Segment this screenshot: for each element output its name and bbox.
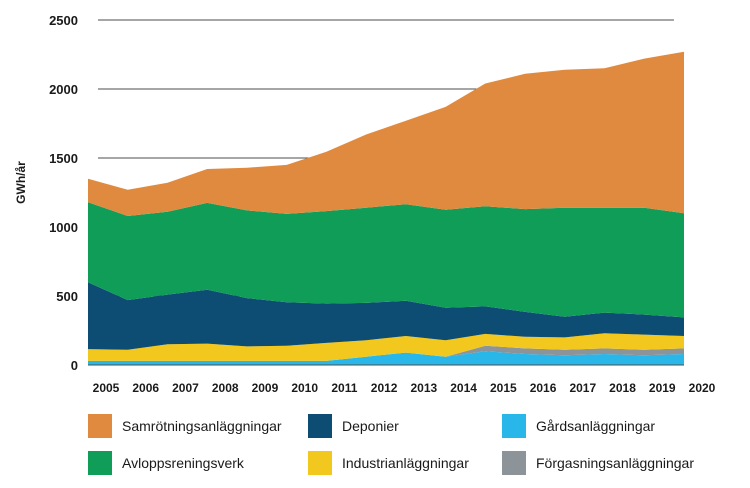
legend-item-deponier: Deponier — [308, 414, 399, 438]
legend-swatch — [502, 414, 526, 438]
legend-swatch — [308, 451, 332, 475]
x-tick-label: 2005 — [93, 381, 120, 395]
x-tick-label: 2013 — [411, 381, 438, 395]
x-tick-label: 2019 — [649, 381, 676, 395]
legend-swatch — [88, 451, 112, 475]
legend-swatch — [502, 451, 526, 475]
y-tick-label: 1000 — [49, 220, 78, 235]
x-tick-label: 2020 — [689, 381, 716, 395]
area-series-gardsanlaggningar — [88, 351, 684, 365]
area-series-samrotningsanlaggningar — [88, 51, 684, 217]
legend-label: Industrianläggningar — [342, 455, 469, 471]
legend-item-samrotning: Samrötningsanläggningar — [88, 414, 282, 438]
legend-swatch — [308, 414, 332, 438]
x-tick-label: 2016 — [530, 381, 557, 395]
y-tick-label: 2500 — [49, 13, 78, 28]
area-series-deponier — [88, 282, 684, 350]
x-tick-label: 2007 — [172, 381, 199, 395]
y-tick-label: 500 — [56, 289, 78, 304]
legend-item-industrianlaggningar: Industrianläggningar — [308, 451, 469, 475]
x-tick-label: 2008 — [212, 381, 239, 395]
x-tick-label: 2011 — [331, 381, 357, 395]
x-tick-label: 2017 — [569, 381, 596, 395]
area-series-forgasningsanlaggningar — [88, 345, 684, 361]
legend-item-gardsanlaggningar: Gårdsanläggningar — [502, 414, 655, 438]
area-series-avloppsreningsverk — [88, 202, 684, 318]
stacked-area-chart: 0 500 1000 1500 2000 2500 2005 2006 2007 2008 2009… — [14, 13, 716, 395]
y-tick-label: 0 — [71, 358, 78, 373]
legend-item-avloppsreningsverk: Avloppsreningsverk — [88, 451, 244, 475]
x-tick-label: 2014 — [450, 381, 477, 395]
y-tick-label: 1500 — [49, 151, 78, 166]
legend-label: Avloppsreningsverk — [122, 455, 244, 471]
legend-label: Förgasningsanläggningar — [536, 455, 694, 471]
x-tick-label: 2015 — [490, 381, 517, 395]
legend-label: Gårdsanläggningar — [536, 418, 656, 434]
y-axis-label: GWh/år — [14, 161, 28, 204]
legend-label: Deponier — [342, 418, 399, 434]
area-series-industrianlaggningar — [88, 333, 684, 361]
legend-swatch — [88, 414, 112, 438]
legend-label: Samrötningsanläggningar — [122, 418, 282, 434]
x-tick-label: 2010 — [291, 381, 318, 395]
y-tick-label: 2000 — [49, 82, 78, 97]
x-tick-label: 2012 — [371, 381, 398, 395]
x-tick-label: 2009 — [252, 381, 279, 395]
x-tick-label: 2006 — [132, 381, 159, 395]
legend-item-forgasningsanlaggningar: Förgasningsanläggningar — [502, 451, 694, 475]
x-tick-label: 2018 — [609, 381, 636, 395]
